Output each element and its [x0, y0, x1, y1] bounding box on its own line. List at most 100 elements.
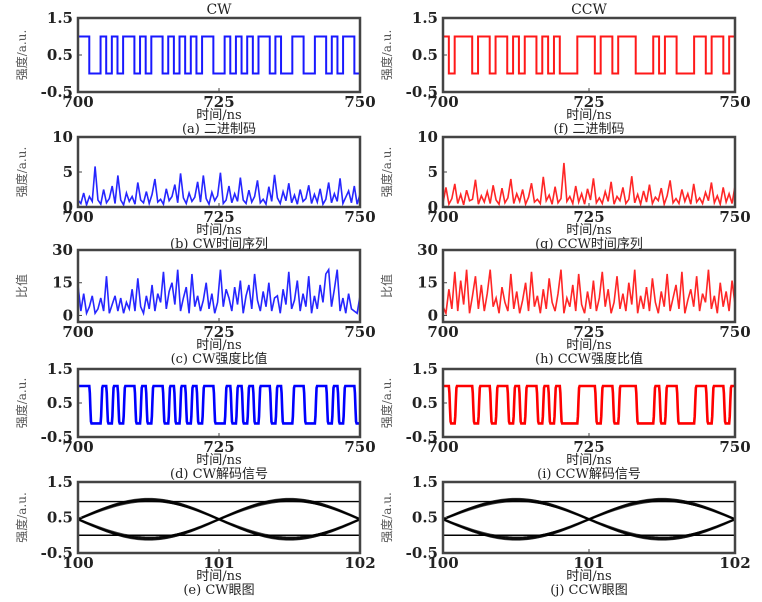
marks [443, 162, 735, 207]
y-tick-label: 0.5 [412, 509, 438, 527]
y-axis-label: 比值 [379, 274, 394, 298]
plot-area [77, 481, 361, 554]
y-tick-label: 0 [63, 306, 73, 324]
x-tick-label: 100 [427, 554, 458, 572]
x-tick-label: 700 [427, 438, 458, 456]
marks [78, 35, 360, 75]
marks [443, 269, 735, 317]
x-tick-label: 725 [573, 93, 604, 111]
plot-area [442, 249, 736, 323]
panel-title: CW [206, 2, 232, 18]
y-axis-label: 比值 [14, 274, 29, 298]
plot-area [442, 368, 736, 438]
y-tick-label: 30 [417, 241, 438, 259]
marks [443, 384, 735, 425]
x-axis-label: 时间/ns [196, 569, 241, 584]
x-tick-label: 102 [719, 554, 750, 572]
marks [78, 384, 360, 425]
series-line-h [443, 269, 735, 317]
y-tick-label: 1.5 [47, 473, 73, 491]
x-tick-label: 725 [573, 208, 604, 226]
y-tick-label: 15 [52, 274, 73, 292]
x-tick-label: 750 [344, 208, 375, 226]
x-tick-label: 750 [344, 93, 375, 111]
x-tick-label: 102 [344, 554, 375, 572]
y-axis-label: 强度/a.u. [14, 492, 29, 543]
plot-area [442, 17, 736, 93]
x-tick-label: 101 [573, 554, 604, 572]
y-tick-label: 10 [52, 128, 73, 146]
x-tick-label: 725 [573, 438, 604, 456]
panel-caption: (e) CW眼图 [183, 583, 254, 598]
x-tick-label: 750 [719, 323, 750, 341]
y-tick-label: 0 [428, 306, 438, 324]
panel-caption: (i) CCW解码信号 [537, 467, 641, 482]
plot-area [77, 136, 361, 208]
y-tick-label: 5 [428, 163, 438, 181]
y-tick-label: 1.5 [47, 360, 73, 378]
series-line-f [443, 35, 735, 75]
x-tick-label: 700 [62, 208, 93, 226]
marks [443, 35, 735, 75]
y-tick-label: -0.5 [406, 428, 438, 446]
series-line-g [443, 162, 735, 207]
x-tick-label: 700 [62, 438, 93, 456]
y-tick-label: 10 [417, 128, 438, 146]
y-tick-label: 0.5 [412, 46, 438, 64]
y-tick-label: 1.5 [47, 9, 73, 27]
y-tick-label: 0.5 [47, 46, 73, 64]
plot-area [77, 368, 361, 438]
series-line-b [78, 166, 360, 207]
panel-caption: (f) 二进制码 [553, 122, 624, 137]
plot-area [442, 481, 736, 554]
x-tick-label: 100 [62, 554, 93, 572]
y-tick-label: -0.5 [406, 83, 438, 101]
x-tick-label: 700 [427, 323, 458, 341]
y-tick-label: 30 [52, 241, 73, 259]
x-axis-label: 时间/ns [566, 453, 611, 468]
series-line-c [78, 267, 360, 317]
y-axis-label: 强度/a.u. [379, 30, 394, 81]
marks [78, 267, 360, 317]
x-axis-label: 时间/ns [196, 338, 241, 353]
y-tick-label: -0.5 [41, 83, 73, 101]
marks [78, 497, 360, 541]
y-axis-label: 强度/a.u. [14, 378, 29, 429]
y-tick-label: -0.5 [41, 428, 73, 446]
x-tick-label: 725 [203, 93, 234, 111]
x-tick-label: 750 [344, 438, 375, 456]
x-axis-label: 时间/ns [566, 108, 611, 123]
series-line-i [443, 384, 735, 425]
x-tick-label: 725 [573, 323, 604, 341]
y-axis-label: 强度/a.u. [14, 147, 29, 198]
panel-caption: (g) CCW时间序列 [535, 237, 643, 252]
x-tick-label: 700 [427, 208, 458, 226]
panel-caption: (c) CW强度比值 [171, 351, 268, 367]
series-line-d [78, 384, 360, 425]
x-axis-label: 时间/ns [566, 223, 611, 238]
x-axis-label: 时间/ns [566, 338, 611, 353]
x-axis-label: 时间/ns [566, 569, 611, 584]
x-axis-label: 时间/ns [196, 108, 241, 123]
panel-caption: (j) CCW眼图 [550, 583, 628, 598]
panel-caption: (h) CCW强度比值 [535, 351, 643, 367]
x-tick-label: 750 [719, 93, 750, 111]
y-tick-label: 0 [428, 198, 438, 216]
x-axis-label: 时间/ns [196, 223, 241, 238]
panel-caption: (b) CW时间序列 [170, 237, 268, 252]
y-tick-label: 0.5 [47, 509, 73, 527]
x-tick-label: 700 [427, 93, 458, 111]
y-tick-label: 1.5 [412, 9, 438, 27]
panel-caption: (a) 二进制码 [182, 122, 256, 137]
y-tick-label: 1.5 [412, 473, 438, 491]
eye-trace [443, 497, 735, 541]
x-tick-label: 725 [203, 208, 234, 226]
marks [78, 166, 360, 207]
